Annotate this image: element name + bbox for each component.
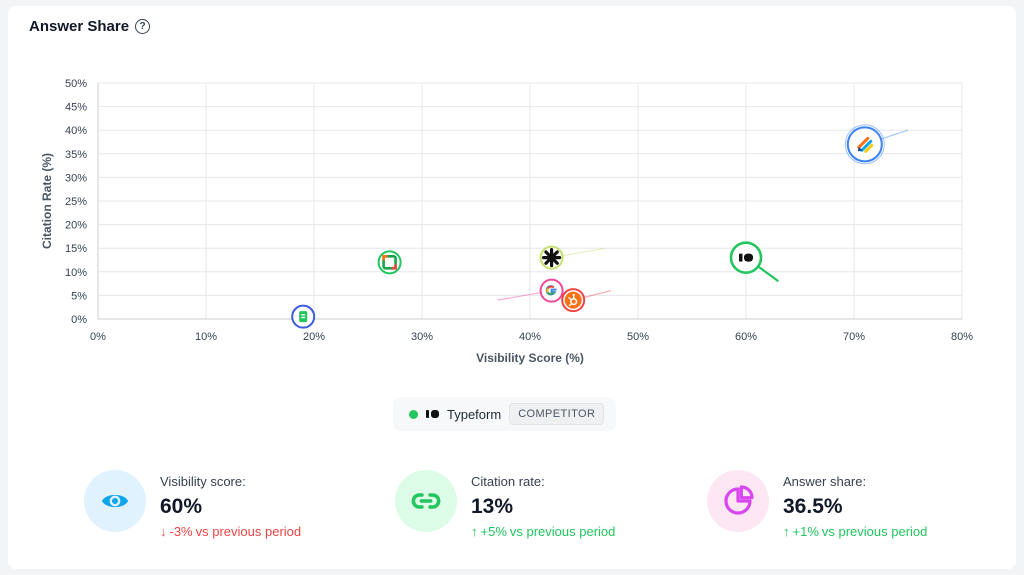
data-points	[291, 124, 885, 329]
y-tick-label: 35%	[65, 149, 87, 161]
asterisk-brand-logo-icon	[541, 248, 562, 268]
scatter-chart: 0% 10% 20% 30% 40% 50% 60% 70% 80% 0% 5% 10% 15% 20%…	[40, 78, 973, 365]
card-header: Answer Share ?	[29, 18, 151, 35]
competitor-badge: COMPETITOR	[509, 403, 605, 425]
y-tick-label: 20%	[65, 220, 87, 232]
chart-legend[interactable]: Typeform COMPETITOR	[393, 397, 617, 431]
metric-value: 60%	[160, 495, 203, 518]
y-tick-label: 5%	[71, 290, 87, 302]
point-halo	[844, 124, 885, 165]
y-tick-label: 45%	[65, 102, 87, 114]
metric-label: Answer share:	[783, 474, 867, 489]
x-axis-label: Visibility Score (%)	[476, 351, 584, 365]
metric-label: Citation rate:	[471, 474, 545, 489]
y-tick-label: 40%	[65, 125, 87, 137]
delta-value: +1%	[792, 524, 819, 539]
y-tick-label: 10%	[65, 267, 87, 279]
x-tick-label: 80%	[951, 331, 973, 343]
x-axis-ticks: 0% 10% 20% 30% 40% 50% 60% 70% 80%	[90, 331, 973, 343]
metric-value: 36.5%	[783, 495, 843, 518]
eye-icon	[84, 470, 146, 532]
google-forms-logo-icon	[299, 311, 308, 323]
delta-value: +5%	[480, 524, 507, 539]
delta-text: vs previous period	[821, 524, 928, 539]
point-ring	[846, 126, 883, 163]
metric-delta: ↑ +5% vs previous period	[471, 524, 615, 539]
jotform-logo-icon	[857, 136, 874, 153]
delta-text: vs previous period	[195, 524, 302, 539]
google-logo-icon	[545, 285, 557, 296]
point-ring	[377, 250, 402, 275]
metric-visibility-score: Visibility score: 60% ↓ -3% vs previous …	[84, 470, 301, 539]
arrow-up-icon: ↑	[471, 524, 478, 539]
answer-share-card	[8, 6, 1016, 569]
chart-grid	[97, 82, 963, 320]
x-tick-label: 70%	[843, 331, 865, 343]
x-tick-label: 50%	[627, 331, 649, 343]
data-point-google[interactable]	[539, 278, 564, 303]
help-icon[interactable]: ?	[135, 19, 151, 34]
arrow-up-icon: ↑	[783, 524, 790, 539]
data-point-jotform[interactable]	[844, 124, 885, 165]
metric-delta: ↑ +1% vs previous period	[783, 524, 927, 539]
x-tick-label: 10%	[195, 331, 217, 343]
pie-chart-icon	[707, 470, 769, 532]
y-tick-label: 0%	[71, 314, 87, 326]
legend-entry-name: Typeform	[447, 406, 502, 422]
y-axis-label: Citation Rate (%)	[40, 153, 54, 249]
data-point-microsoft-forms[interactable]	[377, 250, 402, 275]
data-point-asterisk-brand[interactable]	[539, 245, 564, 270]
metric-label: Visibility score:	[160, 474, 246, 489]
metric-value: 13%	[471, 495, 514, 518]
x-tick-label: 20%	[303, 331, 325, 343]
x-tick-label: 40%	[519, 331, 541, 343]
y-tick-label: 25%	[65, 196, 87, 208]
delta-text: vs previous period	[509, 524, 616, 539]
data-point-typeform[interactable]	[729, 241, 763, 274]
x-tick-label: 60%	[735, 331, 757, 343]
typeform-logo-icon	[739, 253, 753, 262]
typeform-logo-icon	[426, 410, 439, 419]
delta-value: -3%	[169, 524, 193, 539]
data-point-google-forms[interactable]	[291, 304, 316, 329]
y-tick-label: 50%	[65, 78, 87, 90]
trend-lines	[497, 129, 909, 301]
y-axis-ticks: 0% 5% 10% 15% 20% 25% 30% 35% 40% 45% 50%	[65, 78, 87, 326]
metric-answer-share: Answer share: 36.5% ↑ +1% vs previous pe…	[707, 470, 927, 539]
metric-citation-rate: Citation rate: 13% ↑ +5% vs previous per…	[395, 470, 615, 539]
microsoft-forms-logo-icon	[382, 255, 397, 270]
arrow-down-icon: ↓	[160, 524, 167, 539]
hubspot-logo-icon	[564, 291, 582, 309]
x-tick-label: 30%	[411, 331, 433, 343]
y-tick-label: 15%	[65, 243, 87, 255]
link-icon	[395, 470, 457, 532]
page-title: Answer Share	[29, 18, 130, 35]
x-tick-label: 0%	[90, 331, 106, 343]
y-tick-label: 30%	[65, 172, 87, 184]
data-point-hubspot[interactable]	[561, 288, 586, 313]
metric-delta: ↓ -3% vs previous period	[160, 524, 301, 539]
legend-color-dot	[409, 409, 418, 419]
